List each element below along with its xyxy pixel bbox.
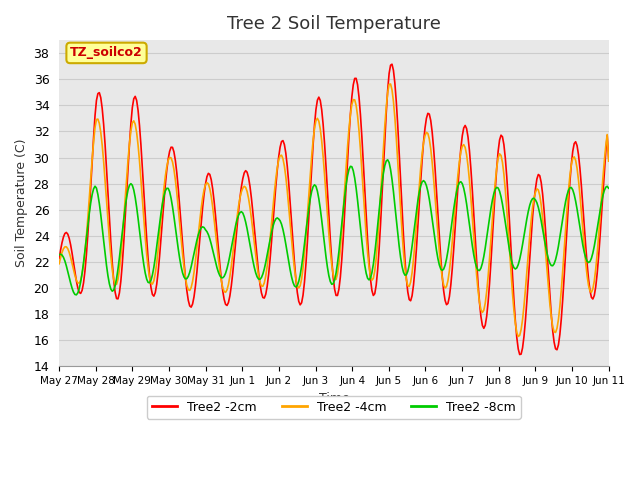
Tree2 -2cm [532, 186, 540, 192]
Line: Tree2 -4cm: Tree2 -4cm [59, 84, 609, 336]
Title: Tree 2 Soil Temperature: Tree 2 Soil Temperature [227, 15, 441, 33]
Tree2 -2cm [605, 155, 612, 160]
Tree2 -4cm [55, 261, 63, 266]
Tree2 -8cm [450, 206, 458, 212]
Tree2 -8cm [532, 197, 540, 203]
Tree2 -8cm [605, 185, 612, 191]
Tree2 -4cm [515, 334, 522, 339]
Line: Tree2 -2cm: Tree2 -2cm [59, 64, 609, 355]
Tree2 -2cm [91, 113, 99, 119]
Text: TZ_soilco2: TZ_soilco2 [70, 47, 143, 60]
Tree2 -2cm [74, 285, 82, 291]
Tree2 -8cm [93, 185, 100, 191]
Tree2 -2cm [388, 61, 396, 67]
Line: Tree2 -8cm: Tree2 -8cm [59, 160, 609, 295]
Tree2 -2cm [55, 255, 63, 261]
Tree2 -4cm [387, 81, 394, 87]
Tree2 -4cm [604, 132, 611, 137]
Tree2 -4cm [605, 158, 612, 164]
Tree2 -4cm [449, 239, 456, 245]
Tree2 -2cm [604, 132, 611, 138]
Tree2 -4cm [74, 280, 82, 286]
Tree2 -8cm [604, 183, 611, 189]
Tree2 -2cm [449, 266, 456, 272]
Tree2 -8cm [72, 292, 80, 298]
Legend: Tree2 -2cm, Tree2 -4cm, Tree2 -8cm: Tree2 -2cm, Tree2 -4cm, Tree2 -8cm [147, 396, 521, 419]
Tree2 -8cm [339, 207, 347, 213]
Tree2 -4cm [91, 125, 99, 131]
Tree2 -8cm [76, 286, 83, 291]
Tree2 -2cm [516, 352, 524, 358]
Y-axis label: Soil Temperature (C): Soil Temperature (C) [15, 139, 28, 267]
X-axis label: Time: Time [319, 392, 349, 405]
Tree2 -4cm [532, 190, 540, 195]
Tree2 -8cm [55, 252, 63, 258]
Tree2 -2cm [338, 257, 346, 263]
Tree2 -8cm [384, 157, 392, 163]
Tree2 -4cm [338, 228, 346, 234]
